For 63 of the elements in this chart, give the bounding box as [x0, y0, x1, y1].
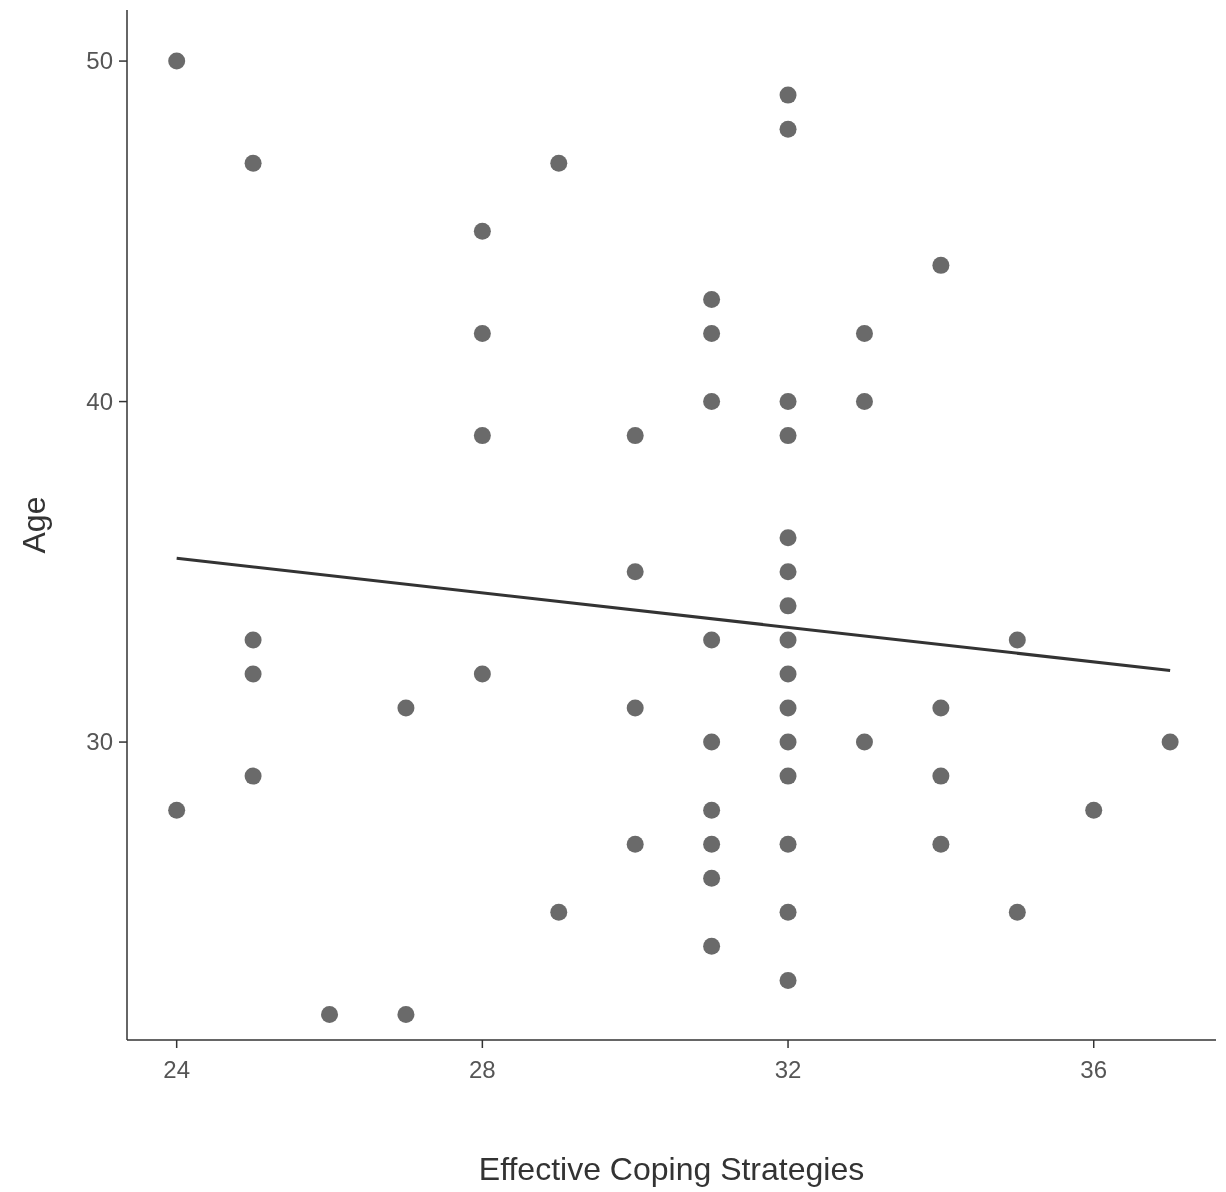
- point: [703, 290, 721, 308]
- y-axis-title: Age: [16, 496, 52, 554]
- point: [779, 971, 797, 989]
- point: [779, 733, 797, 751]
- point: [168, 801, 186, 819]
- point: [932, 835, 950, 853]
- point: [779, 665, 797, 683]
- point: [779, 699, 797, 717]
- point: [779, 427, 797, 445]
- point: [703, 733, 721, 751]
- y-tick-label: 50: [86, 47, 113, 75]
- point: [855, 393, 873, 411]
- point: [703, 393, 721, 411]
- point: [779, 563, 797, 581]
- point: [932, 256, 950, 274]
- x-tick-label: 36: [1080, 1056, 1108, 1083]
- point: [703, 937, 721, 955]
- point: [473, 427, 491, 445]
- point: [1008, 631, 1026, 649]
- x-axis-title: Effective Coping Strategies: [478, 1151, 865, 1187]
- point: [244, 154, 262, 172]
- point: [779, 393, 797, 411]
- y-tick-label: 40: [86, 387, 113, 415]
- point: [626, 699, 644, 717]
- point: [779, 835, 797, 853]
- point: [244, 631, 262, 649]
- point: [473, 222, 491, 240]
- point: [703, 835, 721, 853]
- point: [626, 563, 644, 581]
- point: [168, 52, 186, 70]
- point: [321, 1005, 339, 1023]
- point: [779, 631, 797, 649]
- point: [244, 665, 262, 683]
- point: [626, 835, 644, 853]
- point: [473, 665, 491, 683]
- point: [932, 767, 950, 785]
- y-tick-label: 30: [86, 728, 113, 756]
- point: [1161, 733, 1179, 751]
- point: [932, 699, 950, 717]
- point: [397, 1005, 415, 1023]
- point: [1085, 801, 1103, 819]
- point: [703, 869, 721, 887]
- point: [550, 903, 568, 921]
- x-tick-label: 24: [163, 1056, 191, 1083]
- point: [1008, 903, 1026, 921]
- point: [473, 324, 491, 342]
- point: [779, 903, 797, 921]
- point: [779, 767, 797, 785]
- point: [779, 120, 797, 138]
- point: [855, 733, 873, 751]
- point: [703, 631, 721, 649]
- point: [855, 324, 873, 342]
- point: [779, 529, 797, 547]
- point: [626, 427, 644, 445]
- point: [703, 801, 721, 819]
- point: [779, 597, 797, 615]
- point: [550, 154, 568, 172]
- x-tick-label: 28: [469, 1056, 496, 1083]
- point: [244, 767, 262, 785]
- point: [779, 86, 797, 104]
- point: [397, 699, 415, 717]
- point: [703, 324, 721, 342]
- x-tick-label: 32: [774, 1056, 802, 1083]
